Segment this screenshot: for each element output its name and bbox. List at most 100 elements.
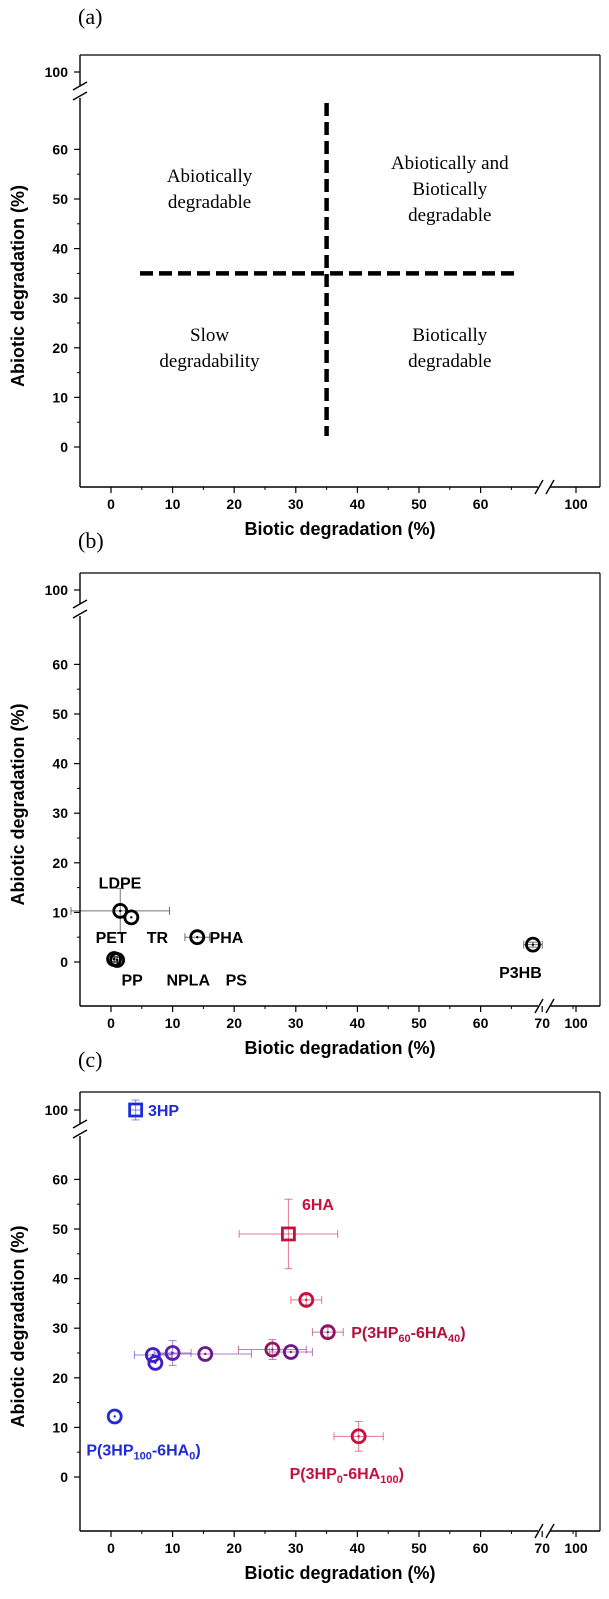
label-text: PS	[226, 972, 248, 989]
x-tick-label: 0	[107, 1540, 115, 1556]
region-label: Biotically	[412, 179, 487, 200]
x-tick-label: 70	[534, 1015, 550, 1031]
circle-marker	[144, 1347, 161, 1363]
x-tick-label: 20	[226, 496, 242, 512]
label-subscript: 100	[380, 1474, 398, 1486]
x-break-mark	[545, 998, 555, 1014]
x-break-mark	[545, 1523, 555, 1539]
y-break-mark	[72, 81, 88, 91]
y-tick-label: 0	[60, 1469, 68, 1485]
y-tick-label: 20	[52, 340, 68, 356]
circle-marker-center	[531, 943, 535, 946]
data-point	[238, 1339, 307, 1360]
circle-marker-center	[171, 1351, 174, 1355]
label-subscript: 40	[448, 1333, 460, 1345]
label-subscript: 100	[133, 1451, 151, 1463]
circle-marker-center	[196, 936, 199, 939]
x-tick-label: 30	[288, 1540, 304, 1556]
x-tick-label: 70	[534, 1540, 550, 1556]
data-point	[109, 952, 126, 968]
point-label: P3HB	[499, 965, 542, 982]
x-axis-title: Biotic degradation (%)	[244, 1563, 435, 1583]
label-text: PET	[96, 930, 127, 947]
square-marker	[128, 1102, 144, 1118]
circle-marker	[106, 1408, 123, 1425]
label-text: PHA	[210, 930, 244, 947]
y-tick-label: 20	[52, 1370, 68, 1386]
circle-marker	[282, 1344, 299, 1360]
circle-marker-center	[113, 1415, 116, 1418]
circle-marker-center	[119, 909, 122, 913]
y-break-mark	[72, 609, 88, 619]
x-tick-label: 100	[564, 1015, 588, 1031]
x-tick-label: 100	[564, 496, 588, 512]
circle-marker	[264, 1341, 281, 1358]
label-text: -6HA	[411, 1325, 449, 1342]
label-text: LDPE	[99, 876, 142, 893]
circle-marker-center	[115, 958, 119, 962]
label-text: )	[399, 1466, 404, 1483]
label-text: -6HA	[343, 1466, 381, 1483]
point-label: PET	[96, 930, 127, 947]
circle-marker	[123, 909, 140, 926]
x-tick-label: 20	[226, 1015, 242, 1031]
data-point	[184, 929, 211, 946]
data-point	[523, 936, 543, 953]
circle-marker	[197, 1346, 214, 1362]
point-label: LDPE	[99, 876, 142, 893]
point-label: P(3HP100-6HA0)	[86, 1443, 200, 1463]
x-tick-label: 40	[350, 1540, 366, 1556]
circle-marker	[189, 929, 206, 946]
data-point	[268, 1344, 313, 1360]
x-tick-label: 50	[411, 1015, 427, 1031]
y-break-mark	[72, 1119, 88, 1129]
y-break-mark	[72, 599, 88, 609]
label-text: 3HP	[148, 1103, 179, 1120]
y-break-mark	[72, 91, 88, 101]
x-tick-label: 30	[288, 496, 304, 512]
region-label: Biotically	[412, 325, 487, 346]
data-point	[70, 888, 171, 934]
data-point	[290, 1292, 323, 1308]
data-point	[153, 1340, 192, 1366]
y-tick-label: 100	[45, 64, 69, 80]
panel-label: (b)	[78, 528, 104, 553]
label-text: P(3HP	[86, 1443, 133, 1460]
x-tick-label: 0	[107, 1015, 115, 1031]
y-tick-label: 30	[52, 1320, 68, 1336]
circle-marker	[109, 952, 126, 968]
panel-label: (c)	[78, 1047, 102, 1072]
square-marker	[281, 1226, 296, 1242]
label-text: TR	[147, 930, 169, 947]
region-label: degradable	[408, 205, 491, 226]
x-break-mark	[534, 1523, 544, 1539]
x-break-mark	[545, 479, 555, 495]
y-tick-label: 50	[52, 706, 68, 722]
y-tick-label: 40	[52, 756, 68, 772]
x-tick-label: 0	[107, 496, 115, 512]
label-text: -6HA	[152, 1443, 190, 1460]
y-axis-title: Abiotic degradation (%)	[8, 1225, 28, 1427]
x-tick-label: 10	[165, 1015, 181, 1031]
x-tick-label: 40	[350, 496, 366, 512]
circle-marker-center	[289, 1350, 293, 1354]
label-text: P3HB	[499, 965, 542, 982]
y-tick-label: 50	[52, 1221, 68, 1237]
x-tick-label: 60	[473, 1015, 489, 1031]
region-label: degradable	[168, 192, 251, 213]
circle-marker	[525, 936, 541, 953]
y-break-mark	[72, 1129, 88, 1139]
circle-marker-center	[326, 1330, 330, 1334]
y-tick-label: 60	[52, 1171, 68, 1187]
region-label: degradable	[408, 351, 491, 372]
circle-marker	[298, 1292, 315, 1308]
point-label: P(3HP60-6HA40)	[351, 1325, 465, 1345]
x-axis-title: Biotic degradation (%)	[244, 519, 435, 539]
region-label: Abiotically	[167, 166, 253, 187]
data-point	[238, 1198, 339, 1270]
y-axis-title: Abiotic degradation (%)	[8, 703, 28, 905]
y-tick-label: 100	[45, 582, 69, 598]
data-point	[311, 1324, 344, 1341]
circle-marker-center	[357, 1435, 360, 1438]
x-break-mark	[534, 998, 544, 1014]
